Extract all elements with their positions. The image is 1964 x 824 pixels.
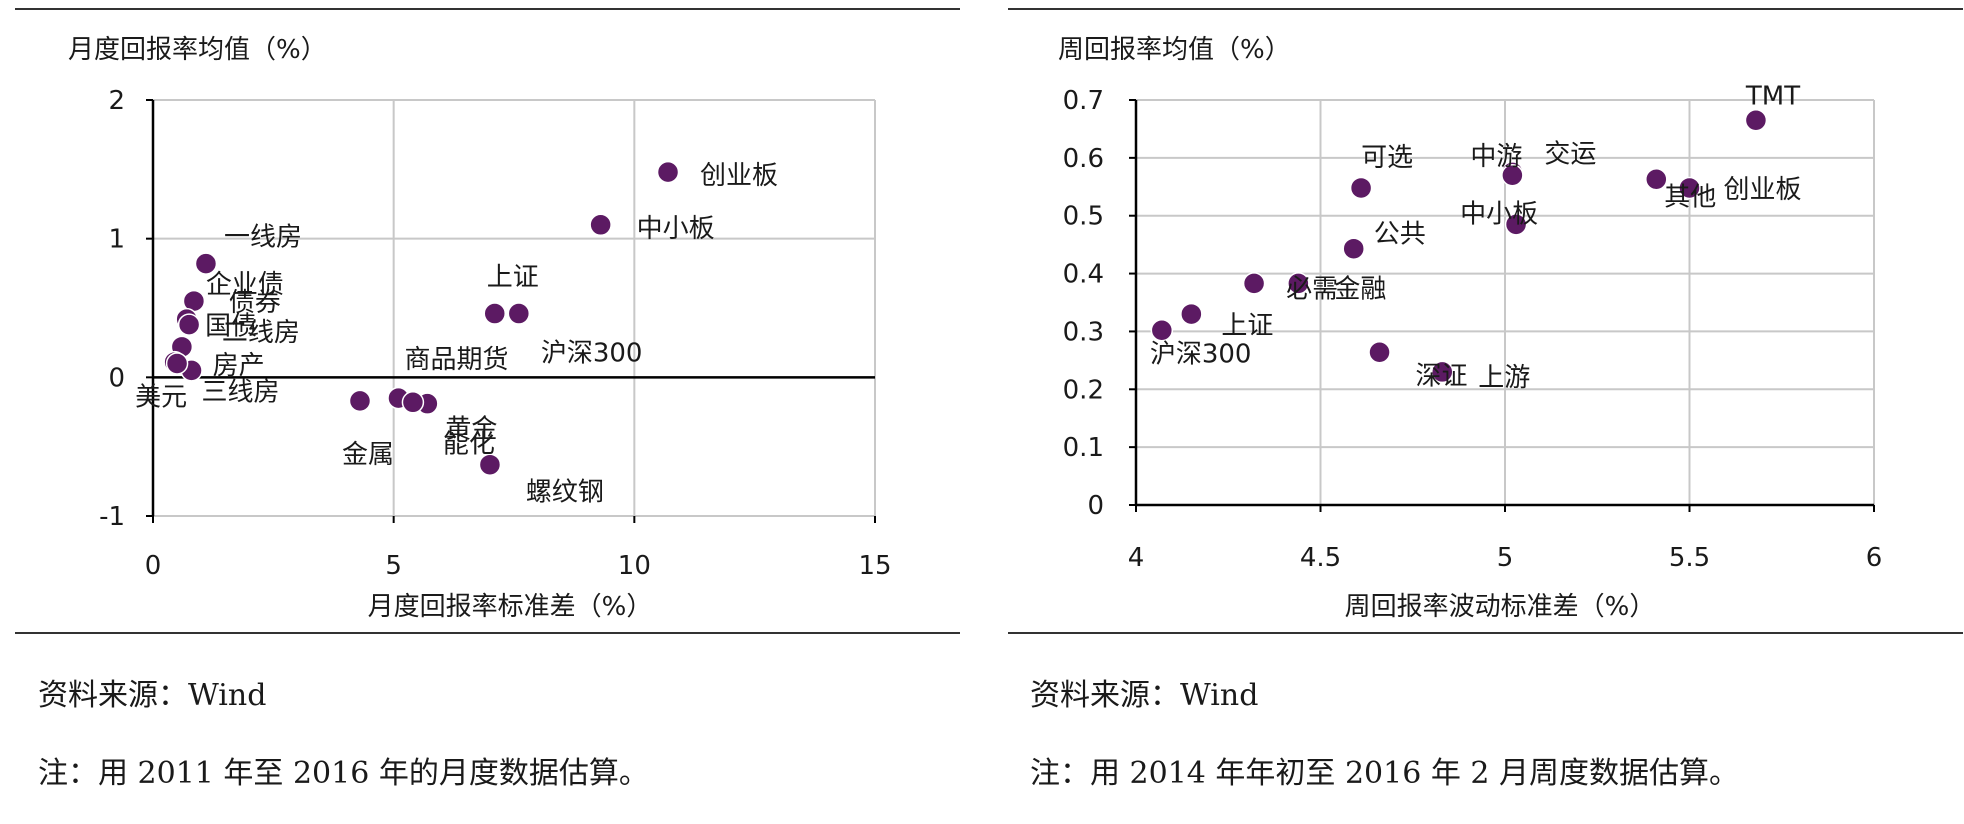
- point-label: 美元: [135, 382, 187, 412]
- data-point: [1242, 272, 1266, 295]
- y-tick-label: 0.6: [1063, 144, 1104, 174]
- point-label: 企业债: [206, 270, 284, 300]
- weekly-risk-return-scatter: 4 4.5 5 5.5 6 0 0.1 0.2 0.3 0.4 0.5 0.6 0.7 TMT 其他 创业板…: [1058, 35, 1883, 622]
- data-point: [1150, 319, 1174, 342]
- y-tick-label: 0: [108, 363, 125, 393]
- left-chart-panel: 0 5 10 15 -1 0 1 2 创业板中小板上证沪深300 一线房企业债 债券 国债 二线房 房产…: [0, 0, 980, 824]
- data-point: [1504, 213, 1528, 236]
- point-label: 金属: [342, 440, 394, 470]
- right-chart-panel: 4 4.5 5 5.5 6 0 0.1 0.2 0.3 0.4 0.5 0.6 0.7 TMT 其他 创业板…: [1000, 0, 1964, 824]
- source-note: 资料来源：Wind: [1030, 678, 1259, 713]
- data-point: [1342, 237, 1365, 260]
- point-label: TMT: [1745, 81, 1800, 111]
- point-label: 螺纹钢: [526, 478, 604, 508]
- bottom-rule: [1008, 632, 1963, 634]
- y-tick-label: 1: [108, 225, 125, 255]
- data-point: [1180, 302, 1203, 326]
- y-tick-label: 0: [1087, 491, 1104, 521]
- y-tick-label: 0.1: [1063, 433, 1104, 463]
- bottom-rule: [15, 632, 960, 634]
- y-tick-label: 0.7: [1063, 86, 1104, 116]
- x-tick-label: 15: [858, 551, 891, 581]
- point-label: 其他: [1664, 182, 1716, 212]
- axes: [146, 99, 876, 523]
- x-tick-label: 0: [145, 551, 162, 581]
- y-tick-label: 0.3: [1063, 317, 1104, 347]
- point-label: 公共: [1374, 220, 1426, 250]
- point-label: 创业板: [1724, 175, 1802, 205]
- x-tick-label: 5: [385, 551, 402, 581]
- point-label: 深证: [1416, 361, 1468, 391]
- point-label: 中游: [1470, 142, 1522, 172]
- data-point: [348, 389, 372, 413]
- data-points: [163, 160, 680, 476]
- data-point: [589, 213, 612, 237]
- point-label: 国债: [205, 312, 257, 342]
- point-label: 能化: [443, 429, 495, 459]
- point-label: 房产: [213, 351, 265, 381]
- point-label: 创业板: [700, 161, 778, 191]
- point-label: 二线房: [222, 318, 300, 348]
- y-tick-label: -1: [99, 502, 125, 532]
- data-point: [507, 302, 531, 325]
- data-point: [401, 391, 425, 414]
- data-point: [165, 352, 189, 375]
- point-label: 商品期货: [404, 345, 508, 375]
- tick-labels: 4 4.5 5 5.5 6 0 0.1 0.2 0.3 0.4 0.5 0.6 0.7: [1063, 86, 1883, 573]
- data-point: [483, 302, 506, 325]
- point-label: 沪深300: [541, 339, 643, 369]
- method-note: 注：用 2014 年年初至 2016 年 2 月周度数据估算。: [1030, 756, 1739, 791]
- point-label: 金融: [1334, 274, 1386, 304]
- tick-labels: 0 5 10 15 -1 0 1 2: [99, 86, 891, 581]
- point-label: 沪深300: [1150, 339, 1252, 369]
- method-note: 注：用 2011 年至 2016 年的月度数据估算。: [38, 756, 649, 791]
- data-point: [478, 453, 502, 476]
- data-point: [1501, 163, 1524, 187]
- point-label: 黄金: [445, 415, 497, 445]
- data-point: [1744, 109, 1768, 132]
- data-point: [1678, 176, 1701, 200]
- data-point: [1645, 168, 1668, 191]
- point-label: 必需: [1286, 274, 1338, 304]
- point-label: 上证: [1221, 311, 1273, 341]
- point-label: 三线房: [202, 377, 280, 407]
- y-tick-label: 0.5: [1063, 202, 1104, 232]
- x-tick-label: 4: [1128, 543, 1145, 573]
- x-axis-title: 月度回报率标准差（%）: [368, 592, 653, 622]
- source-note: 资料来源：Wind: [38, 678, 267, 713]
- point-label: 上证: [487, 263, 539, 293]
- data-point: [1431, 360, 1454, 384]
- x-tick-label: 10: [618, 551, 651, 581]
- data-point: [1349, 176, 1373, 200]
- point-label: 中小板: [1460, 199, 1538, 229]
- x-axis-title: 周回报率波动标准差（%）: [1345, 592, 1656, 622]
- data-points: [1150, 109, 1768, 384]
- data-point: [1287, 272, 1310, 295]
- point-label: 一线房: [224, 223, 302, 253]
- y-tick-label: 2: [108, 86, 125, 116]
- point-label: 交运: [1544, 139, 1596, 169]
- data-point: [656, 160, 680, 184]
- data-point: [1368, 341, 1391, 364]
- point-label: 可选: [1361, 143, 1413, 173]
- point-label: 上游: [1478, 363, 1530, 393]
- y-tick-label: 0.2: [1063, 375, 1104, 405]
- x-tick-label: 4.5: [1300, 543, 1341, 573]
- y-axis-title: 月度回报率均值（%）: [68, 35, 327, 65]
- data-point: [194, 252, 218, 275]
- top-rule: [1008, 8, 1963, 10]
- top-rule: [15, 8, 960, 10]
- x-tick-label: 5: [1497, 543, 1514, 573]
- data-point: [177, 313, 201, 336]
- x-tick-label: 6: [1866, 543, 1883, 573]
- x-tick-label: 5.5: [1669, 543, 1710, 573]
- axes: [1129, 99, 1875, 512]
- y-tick-label: 0.4: [1063, 260, 1104, 290]
- point-label: 债券: [229, 288, 281, 318]
- y-axis-title: 周回报率均值（%）: [1058, 35, 1291, 65]
- point-label: 中小板: [637, 214, 715, 244]
